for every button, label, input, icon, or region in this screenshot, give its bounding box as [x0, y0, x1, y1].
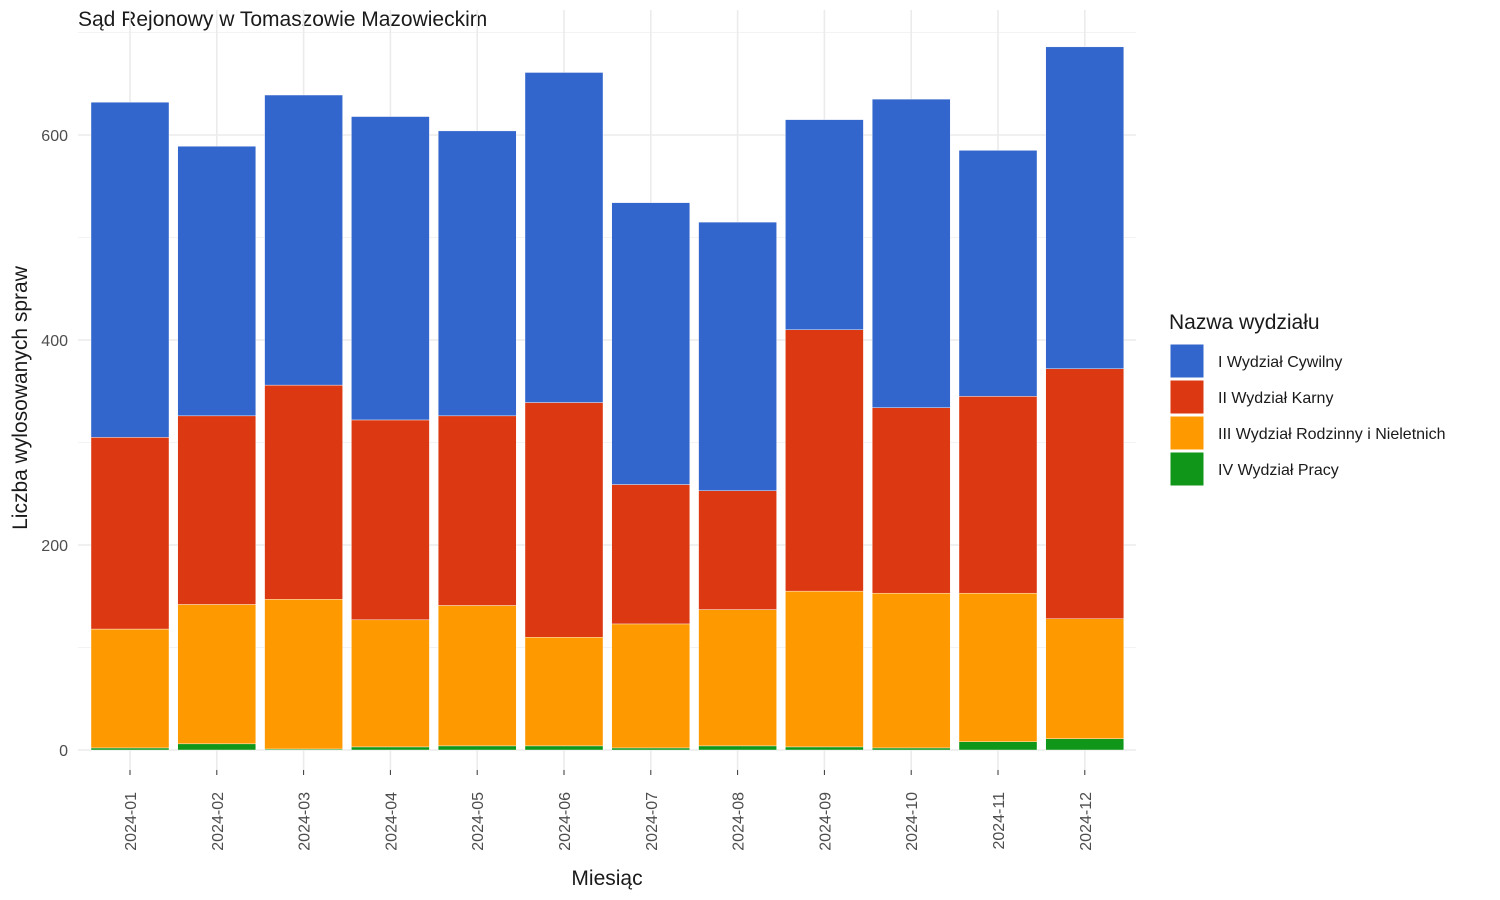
bar-segment	[785, 746, 864, 751]
bar-segment	[1045, 618, 1125, 739]
legend-swatch	[1169, 451, 1205, 487]
y-tick-label: 400	[41, 333, 68, 350]
bar-segment	[1045, 46, 1125, 369]
x-tick-label: 2024-08	[731, 792, 748, 851]
x-tick-label: 2024-07	[644, 792, 661, 851]
bar-segment	[785, 590, 864, 748]
x-tick-label: 2024-05	[470, 792, 487, 851]
legend-swatch	[1169, 415, 1205, 451]
bar-segment	[698, 609, 777, 747]
legend-label: I Wydział Cywilny	[1218, 354, 1342, 371]
x-tick-label: 2024-03	[297, 792, 314, 851]
bar-segment	[698, 490, 777, 610]
bar-segment	[872, 747, 951, 751]
bar-segment	[1045, 738, 1125, 751]
x-tick-label: 2024-12	[1078, 792, 1095, 851]
bar-segment	[611, 747, 690, 751]
legend-label: IV Wydział Pracy	[1218, 462, 1339, 479]
bar-segment	[177, 743, 257, 751]
x-axis-title: Miesiąc	[571, 867, 642, 890]
legend-label: III Wydział Rodzinny i Nieletnich	[1218, 426, 1446, 443]
legend-title: Nazwa wydziału	[1169, 311, 1320, 334]
x-tick-label: 2024-10	[904, 792, 921, 851]
legend-label: II Wydział Karny	[1218, 390, 1333, 407]
bar-segment	[177, 146, 257, 417]
bar-segment	[524, 72, 604, 403]
bar-segment	[785, 329, 864, 592]
bar-segment	[698, 221, 777, 491]
bar-segment	[872, 592, 951, 749]
bar-segment	[438, 130, 517, 417]
bar-segment	[698, 745, 777, 751]
bar-segment	[524, 637, 604, 747]
bar-segment	[958, 150, 1038, 397]
x-tick-label: 2024-06	[557, 792, 574, 851]
x-tick-label: 2024-01	[123, 792, 140, 851]
bar-segment	[1045, 368, 1125, 620]
bar-segment	[611, 623, 690, 749]
bar-segment	[351, 419, 430, 621]
bar-segment	[785, 119, 864, 330]
bar-segment	[90, 747, 170, 751]
bar-segment	[351, 746, 430, 751]
x-tick-label: 2024-09	[817, 792, 834, 851]
bar-segment	[90, 101, 170, 438]
bar-segment	[351, 619, 430, 748]
bar-segment	[958, 592, 1038, 742]
y-axis-title: Liczba wylosowanych spraw	[9, 265, 32, 530]
chart-title: Sąd Rejonowy w Tomaszowie Mazowieckim	[78, 8, 487, 31]
bar-segment	[90, 437, 170, 630]
axes: 0 200 400 600 2024-01 2024-02 2024-03 2024-04 20…	[41, 128, 1095, 851]
bar-segment	[264, 599, 343, 750]
bar-segment	[872, 407, 951, 594]
bar-segment	[177, 415, 257, 605]
bar-segment	[264, 384, 343, 600]
x-tick-label: 2024-11	[991, 792, 1008, 850]
legend-swatch	[1169, 343, 1205, 379]
bar-segment	[958, 396, 1038, 594]
y-tick-label: 600	[41, 128, 68, 145]
bar-segment	[611, 202, 690, 485]
legend: Nazwa wydziału I Wydział Cywilny II Wydzi…	[1169, 311, 1446, 487]
bar-segment	[958, 741, 1038, 751]
x-tick-label: 2024-02	[210, 792, 227, 851]
bar-segment	[872, 98, 951, 408]
bar-segment	[524, 402, 604, 638]
bar-segment	[438, 605, 517, 747]
bar-segment	[351, 116, 430, 421]
bar-segment	[438, 415, 517, 606]
x-tick-label: 2024-04	[383, 792, 400, 851]
bar-segment	[438, 745, 517, 751]
legend-swatch	[1169, 379, 1205, 415]
bar-segment	[264, 94, 343, 386]
bar-segment	[90, 628, 170, 749]
bar-segment	[611, 484, 690, 625]
bar-segment	[177, 604, 257, 745]
y-tick-label: 200	[41, 538, 68, 555]
bars	[90, 46, 1125, 751]
y-tick-label: 0	[59, 743, 68, 760]
bar-segment	[524, 745, 604, 751]
